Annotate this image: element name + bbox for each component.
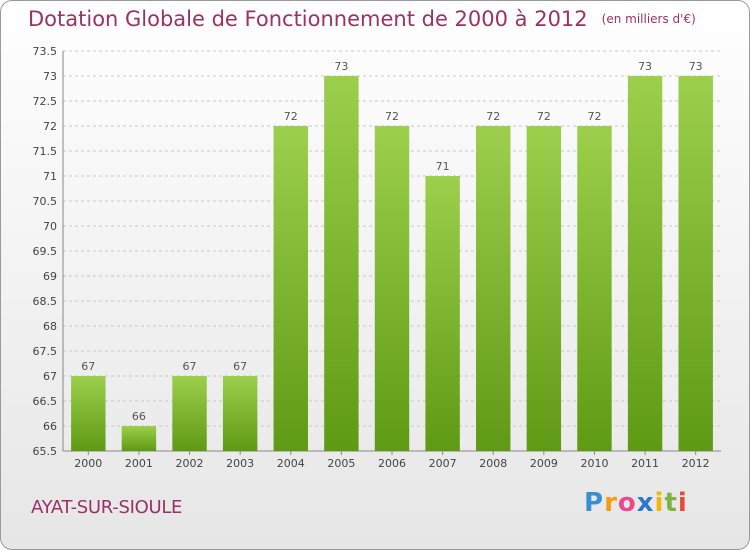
data-label: 72 bbox=[486, 110, 500, 123]
city-name: AYAT-SUR-SIOULE bbox=[31, 497, 183, 518]
y-tick-label: 73.5 bbox=[33, 45, 58, 58]
data-label: 67 bbox=[81, 360, 95, 373]
y-tick-label: 71.5 bbox=[33, 145, 58, 158]
y-tick-label: 67.5 bbox=[33, 345, 58, 358]
y-tick-label: 66 bbox=[43, 420, 57, 433]
bar bbox=[526, 126, 562, 451]
data-label: 72 bbox=[587, 110, 601, 123]
data-label: 73 bbox=[689, 60, 703, 73]
unit-label: (en milliers d'€) bbox=[601, 12, 696, 26]
y-tick-label: 70 bbox=[43, 220, 57, 233]
y-tick-label: 67 bbox=[43, 370, 57, 383]
data-label: 72 bbox=[537, 110, 551, 123]
data-label: 67 bbox=[233, 360, 247, 373]
bar bbox=[172, 376, 207, 451]
x-tick-label: 2008 bbox=[479, 457, 507, 470]
x-tick-label: 2007 bbox=[429, 457, 457, 470]
y-tick-label: 71 bbox=[43, 170, 57, 183]
y-tick-label: 72 bbox=[43, 120, 57, 133]
y-tick-label: 68.5 bbox=[33, 295, 58, 308]
data-label: 71 bbox=[436, 160, 450, 173]
x-tick-label: 2003 bbox=[226, 457, 254, 470]
bar bbox=[121, 426, 157, 451]
x-tick-label: 2001 bbox=[125, 457, 153, 470]
bar bbox=[627, 76, 663, 451]
x-tick-label: 2005 bbox=[327, 457, 355, 470]
bar bbox=[324, 76, 359, 451]
x-tick-label: 2012 bbox=[682, 457, 710, 470]
y-tick-label: 69.5 bbox=[33, 245, 58, 258]
bar bbox=[476, 126, 511, 451]
x-tick-label: 2009 bbox=[530, 457, 558, 470]
x-tick-label: 2011 bbox=[631, 457, 659, 470]
y-tick-label: 68 bbox=[43, 320, 57, 333]
proxiti-logo[interactable]: Proxiti bbox=[584, 488, 688, 518]
y-tick-label: 70.5 bbox=[33, 195, 58, 208]
x-tick-label: 2002 bbox=[176, 457, 204, 470]
y-tick-label: 72.5 bbox=[33, 95, 58, 108]
data-label: 73 bbox=[638, 60, 652, 73]
bar bbox=[425, 176, 460, 451]
y-tick-label: 65.5 bbox=[33, 445, 58, 458]
x-tick-label: 2006 bbox=[378, 457, 406, 470]
data-label: 73 bbox=[334, 60, 348, 73]
data-label: 66 bbox=[132, 410, 146, 423]
data-label: 72 bbox=[385, 110, 399, 123]
y-tick-label: 66.5 bbox=[33, 395, 58, 408]
bar bbox=[374, 126, 410, 451]
bar bbox=[678, 76, 713, 451]
bar bbox=[222, 376, 258, 451]
data-label: 72 bbox=[284, 110, 298, 123]
chart-title: Dotation Globale de Fonctionnement de 20… bbox=[28, 7, 696, 31]
bar bbox=[273, 126, 308, 451]
y-tick-label: 69 bbox=[43, 270, 57, 283]
x-tick-label: 2010 bbox=[580, 457, 608, 470]
title-text: Dotation Globale de Fonctionnement de 20… bbox=[28, 7, 588, 31]
bar bbox=[71, 376, 106, 451]
x-tick-label: 2000 bbox=[74, 457, 102, 470]
y-tick-label: 73 bbox=[43, 70, 57, 83]
data-label: 67 bbox=[183, 360, 197, 373]
x-tick-label: 2004 bbox=[277, 457, 305, 470]
bar bbox=[577, 126, 612, 451]
